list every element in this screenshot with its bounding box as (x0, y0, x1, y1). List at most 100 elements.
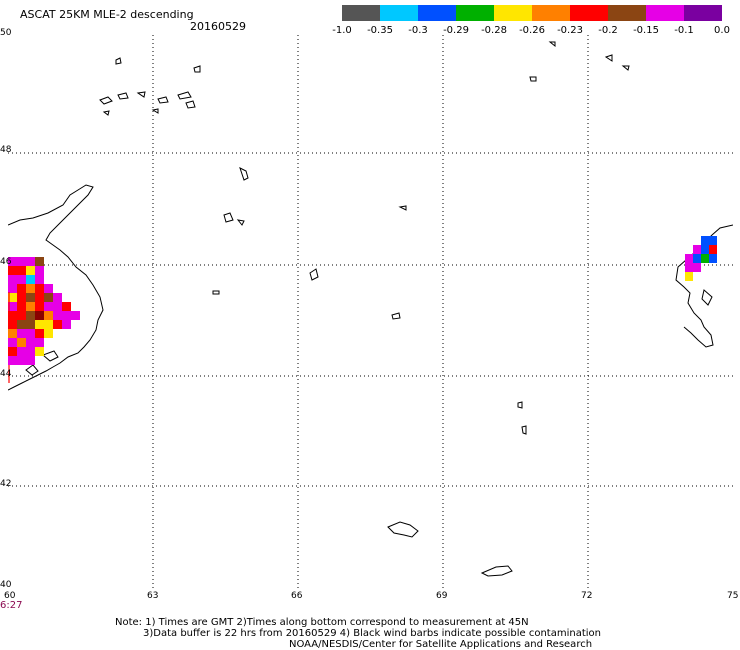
swath-cell (35, 257, 44, 266)
swath-cell (53, 302, 62, 311)
island (548, 41, 556, 48)
lat-label-40: 40 (0, 580, 12, 590)
colorbar-label: -0.29 (443, 25, 469, 36)
colorbar-label: -0.35 (367, 25, 393, 36)
swath-cell (44, 329, 53, 338)
island (517, 401, 523, 409)
island (25, 364, 39, 376)
swath-cell (35, 293, 44, 302)
island (185, 100, 196, 109)
swath-cell (693, 245, 701, 254)
coastline (8, 41, 733, 577)
island (223, 212, 234, 223)
swath-cell (701, 245, 709, 254)
lon-label-69: 69 (436, 591, 448, 601)
swath-cell (685, 254, 693, 263)
swath-cell (17, 293, 26, 302)
colorbar-label: -0.3 (408, 25, 428, 36)
island (391, 312, 401, 320)
colorbar-swatch (380, 5, 418, 21)
swath-cell (26, 275, 35, 284)
swath-cell (8, 266, 17, 275)
island (529, 76, 537, 82)
swath-cell (35, 302, 44, 311)
swath-cell (17, 275, 26, 284)
swath-cell (26, 329, 35, 338)
swath-cell (35, 338, 44, 347)
map-title: ASCAT 25KM MLE-2 descending (20, 8, 194, 21)
swath-cell (44, 302, 53, 311)
island (604, 54, 613, 62)
swath-cell (35, 275, 44, 284)
wind-swaths (8, 236, 717, 365)
swath-cell (709, 245, 717, 254)
swath-cell (8, 356, 17, 365)
colorbar-label: 0.0 (714, 25, 730, 36)
map-plot (8, 35, 733, 588)
swath-cell (62, 311, 71, 320)
colorbar-label: -0.2 (598, 25, 618, 36)
colorbar-label: -0.23 (557, 25, 583, 36)
colorbar-swatch (646, 5, 684, 21)
swath-cell (53, 293, 62, 302)
swath-cell (701, 236, 709, 245)
swath-cell (35, 284, 44, 293)
island (239, 167, 249, 181)
colorbar-swatch (418, 5, 456, 21)
colorbar-swatch (608, 5, 646, 21)
lat-label-44: 44 (0, 369, 12, 379)
island (521, 425, 527, 435)
island (236, 219, 245, 226)
island (621, 65, 630, 71)
swath-cell (685, 263, 693, 272)
lat-label-48: 48 (0, 145, 12, 155)
swath-cell (17, 338, 26, 347)
swath-cell (26, 284, 35, 293)
island (193, 65, 201, 73)
swath-cell (26, 302, 35, 311)
colorbar (342, 5, 722, 21)
swath-cell (26, 257, 35, 266)
swath-cell (17, 266, 26, 275)
colorbar-swatch (684, 5, 722, 21)
lat-label-42: 42 (0, 479, 12, 489)
swath-cell (709, 254, 717, 263)
swath-cell (8, 347, 17, 356)
swath-cell (26, 293, 35, 302)
swath-cell (17, 347, 26, 356)
swath-cell (8, 311, 17, 320)
colorbar-swatch (532, 5, 570, 21)
time-label: 6:27 (0, 600, 23, 611)
swath-cell (17, 320, 26, 329)
swath-cell (62, 320, 71, 329)
swath-cell (35, 266, 44, 275)
island (398, 205, 407, 211)
swath-cell (17, 257, 26, 266)
swath-cell (44, 320, 53, 329)
island (151, 108, 159, 114)
swath-cell (693, 263, 701, 272)
island (701, 289, 713, 306)
lon-label-60: 60 (4, 591, 16, 601)
left-coastline (8, 184, 104, 391)
swath-cell (17, 356, 26, 365)
swath-cell (53, 311, 62, 320)
colorbar-label: -1.0 (332, 25, 352, 36)
island (99, 96, 113, 105)
swath-cell (8, 338, 17, 347)
island (309, 268, 319, 281)
lon-label-66: 66 (291, 591, 303, 601)
swath-cell (26, 311, 35, 320)
swath-cell (71, 311, 80, 320)
island (42, 350, 59, 362)
island (157, 96, 169, 104)
lon-label-75: 75 (727, 591, 739, 601)
swath-cell (26, 338, 35, 347)
swath-cell (8, 275, 17, 284)
colorbar-swatch (494, 5, 532, 21)
swath-cell (709, 236, 717, 245)
colorbar-swatch (456, 5, 494, 21)
island (115, 57, 122, 65)
map-date: 20160529 (190, 20, 246, 33)
colorbar-labels: -1.0 -0.35 -0.3 -0.29 -0.28 -0.26 -0.23 -0.2 -0.… (330, 25, 740, 39)
